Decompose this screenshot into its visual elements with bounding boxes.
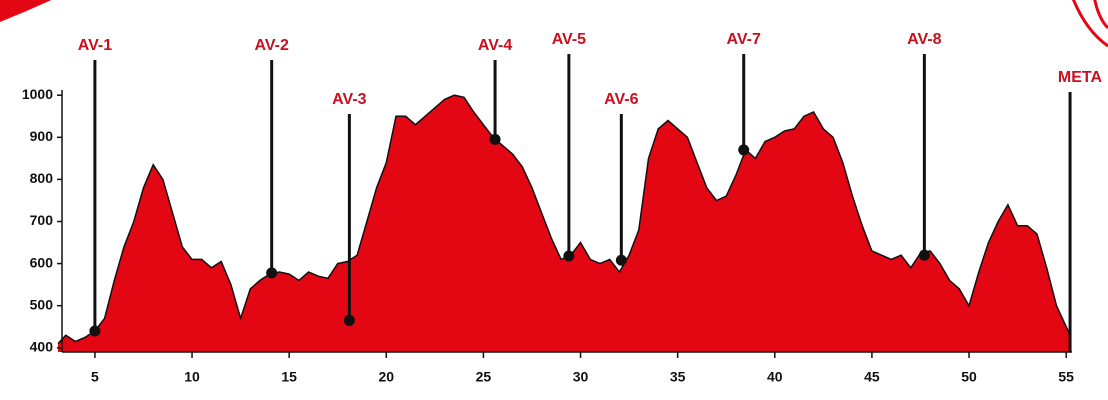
y-tick-label: 900	[30, 128, 54, 144]
waypoint-label: AV-8	[907, 31, 941, 48]
y-tick-label: 1000	[22, 86, 53, 102]
waypoint-dot	[266, 267, 278, 279]
x-tick-label: 25	[476, 369, 492, 385]
waypoint-dot	[918, 249, 930, 261]
x-tick-label: 30	[573, 369, 589, 385]
waypoint-dot	[738, 144, 750, 156]
decor-arc	[1093, 0, 1108, 30]
y-tick-label: 800	[30, 170, 54, 186]
waypoint-label: AV-7	[727, 31, 761, 48]
waypoint-label: META	[1058, 69, 1103, 86]
y-tick-label: 700	[30, 212, 54, 228]
x-tick-label: 45	[864, 369, 880, 385]
waypoint-dot	[563, 250, 575, 262]
waypoint-dot	[89, 325, 101, 337]
x-tick-label: 20	[378, 369, 394, 385]
plot: 400 500 600 700 800 900 1000 5 10 15 20 25 30 35 40 45 5…	[22, 31, 1103, 384]
y-tick-label: 400	[30, 338, 54, 354]
waypoint-dot	[343, 314, 355, 326]
x-tick-label: 15	[281, 369, 297, 385]
waypoint-label: AV-2	[254, 37, 288, 54]
x-tick-label: 35	[670, 369, 686, 385]
decor-arc	[1072, 0, 1108, 48]
y-tick-label: 600	[30, 254, 54, 270]
decor-corner	[0, 0, 52, 22]
elevation-area	[58, 95, 1071, 352]
waypoint-dot	[615, 254, 627, 266]
x-tick-label: 40	[767, 369, 783, 385]
x-tick-label: 10	[184, 369, 200, 385]
x-tick-label: 5	[91, 369, 99, 385]
waypoint-label: AV-6	[604, 91, 638, 108]
waypoint-label: AV-5	[552, 31, 586, 48]
waypoint-label: AV-4	[478, 37, 512, 54]
x-tick-label: 50	[961, 369, 977, 385]
y-tick-label: 500	[30, 296, 54, 312]
waypoint-label: AV-3	[332, 91, 366, 108]
waypoint-dot	[489, 133, 501, 145]
x-tick-label: 55	[1058, 369, 1074, 385]
waypoint-label: AV-1	[78, 37, 112, 54]
